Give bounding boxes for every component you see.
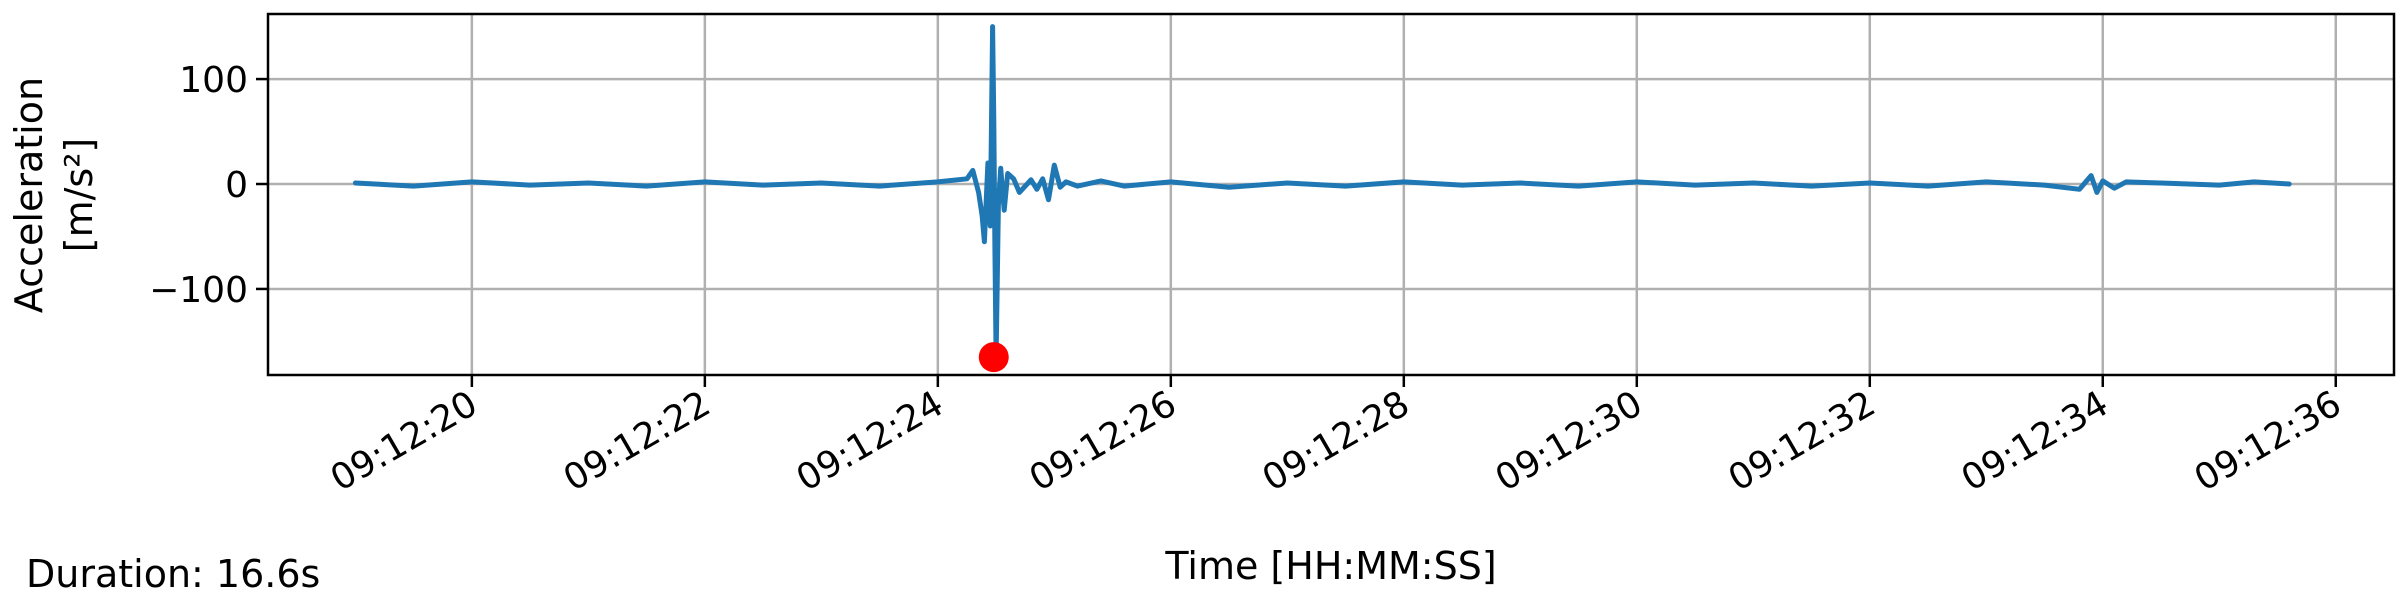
plot-frame — [266, 12, 2396, 377]
x-tick-label: 09:12:28 — [1256, 383, 1417, 499]
x-ticks: 09:12:20 09:12:22 09:12:24 09:12:26 09:12:28… — [324, 375, 2348, 500]
peak-marker — [978, 342, 1009, 373]
y-axis-label-line2: [m/s²] — [57, 138, 101, 253]
x-tick-label: 09:12:22 — [557, 383, 718, 499]
x-tick-label: 09:12:20 — [324, 383, 485, 499]
x-tick-label: 09:12:34 — [1955, 383, 2116, 499]
duration-label: Duration: 16.6s — [26, 552, 321, 596]
y-axis-label-line1: Acceleration — [7, 77, 51, 313]
x-tick-label: 09:12:24 — [790, 383, 951, 499]
y-tick-label: −100 — [149, 270, 248, 311]
x-tick-label: 09:12:30 — [1489, 383, 1650, 499]
x-axis-label: Time [HH:MM:SS] — [1164, 544, 1496, 588]
x-tick-label: 09:12:26 — [1023, 383, 1184, 499]
y-tick-label: 100 — [179, 60, 248, 101]
series-layer — [352, 24, 2292, 360]
y-tick-label: 0 — [225, 165, 248, 206]
x-tick-label: 09:12:36 — [2188, 383, 2349, 499]
grid-lines — [268, 14, 2394, 375]
y-ticks: 100 0 −100 — [149, 60, 268, 311]
marker-layer — [978, 342, 1009, 373]
x-tick-label: 09:12:32 — [1722, 383, 1883, 499]
acceleration-series-line — [352, 24, 2292, 360]
